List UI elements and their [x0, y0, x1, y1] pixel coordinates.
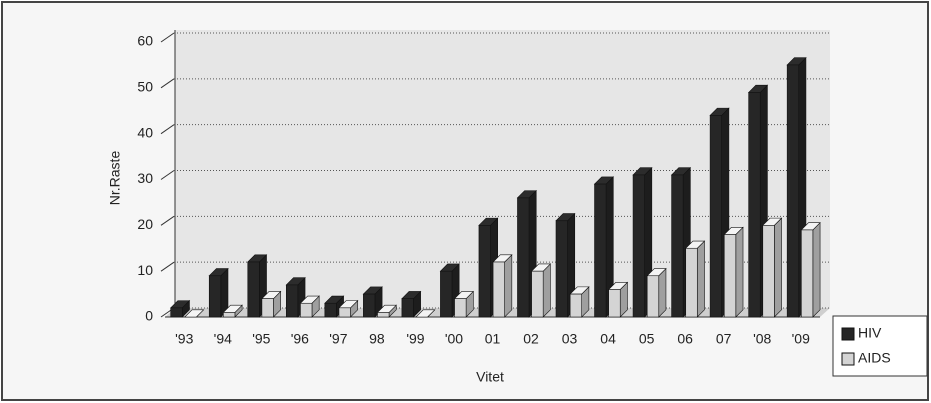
x-tick-label: '95: [252, 331, 270, 347]
y-tick: [160, 32, 175, 43]
bar: [748, 92, 761, 318]
x-tick-label: 05: [639, 331, 655, 347]
x-tick-label: 02: [523, 331, 539, 347]
bar: [685, 247, 698, 318]
x-tick-label: 98: [369, 331, 385, 347]
bar: [401, 298, 414, 318]
y-tick-label: 20: [137, 216, 153, 232]
bar: [478, 225, 491, 318]
bar: [300, 302, 313, 318]
bar: [632, 174, 645, 318]
bar: [492, 261, 505, 318]
y-tick: [160, 78, 175, 89]
x-tick-label: 04: [600, 331, 616, 347]
bar-side: [504, 254, 513, 318]
bar: [555, 220, 568, 318]
bar: [261, 298, 274, 318]
bar: [786, 64, 800, 318]
bar: [208, 275, 222, 318]
bar: [594, 183, 607, 318]
back-wall: [175, 30, 830, 308]
bar: [762, 225, 775, 318]
bar: [608, 289, 621, 318]
x-tick-label: '93: [175, 331, 193, 347]
bar: [723, 234, 737, 318]
x-tick-label: '00: [445, 331, 463, 347]
legend-label: HIV: [858, 325, 882, 341]
bar: [247, 261, 260, 318]
legend-swatch: [841, 352, 855, 366]
bar: [223, 312, 236, 318]
bar-side: [696, 240, 705, 318]
x-tick-label: '09: [792, 331, 810, 347]
bar: [324, 302, 337, 318]
y-axis-title: Nr.Raste: [107, 151, 123, 206]
x-tick-label: '97: [329, 331, 347, 347]
x-tick-label: '08: [753, 331, 771, 347]
bar: [646, 275, 660, 318]
bar: [338, 307, 351, 318]
x-tick-label: '99: [406, 331, 424, 347]
y-tick-label: 30: [137, 170, 153, 186]
x-tick-label: 01: [485, 331, 501, 347]
bar: [285, 284, 299, 318]
legend-label: AIDS: [858, 350, 891, 366]
bar-side: [735, 226, 744, 318]
y-tick: [160, 124, 175, 135]
bar-side: [812, 221, 821, 318]
bar: [363, 293, 376, 318]
bar: [170, 307, 183, 318]
bar: [440, 270, 453, 318]
legend-swatch: [841, 327, 855, 341]
bar-top: [415, 309, 436, 318]
y-tick-label: 40: [137, 124, 153, 140]
bar: [377, 312, 390, 318]
bar: [671, 174, 684, 318]
x-tick-label: 07: [716, 331, 732, 347]
y-tick-label: 0: [145, 308, 153, 324]
bar-side: [542, 263, 551, 318]
x-tick-label: '94: [214, 331, 232, 347]
y-tick: [160, 261, 175, 272]
y-tick: [160, 170, 175, 180]
bar-side: [658, 267, 667, 318]
bar: [709, 115, 722, 318]
bar-top: [184, 309, 205, 318]
x-tick-label: '96: [291, 331, 309, 347]
y-tick: [160, 215, 175, 226]
bar: [801, 229, 814, 318]
x-tick-label: 03: [562, 331, 578, 347]
legend: [832, 315, 928, 377]
y-tick-label: 50: [137, 79, 153, 95]
bar-side: [774, 217, 782, 318]
x-axis-title: Vitet: [476, 369, 504, 385]
y-tick-label: 10: [137, 262, 153, 278]
y-tick-label: 60: [137, 33, 153, 49]
bar: [569, 293, 582, 318]
x-tick-label: 06: [677, 331, 693, 347]
bar: [454, 298, 467, 318]
bar: [517, 197, 530, 318]
bar: [531, 270, 544, 318]
